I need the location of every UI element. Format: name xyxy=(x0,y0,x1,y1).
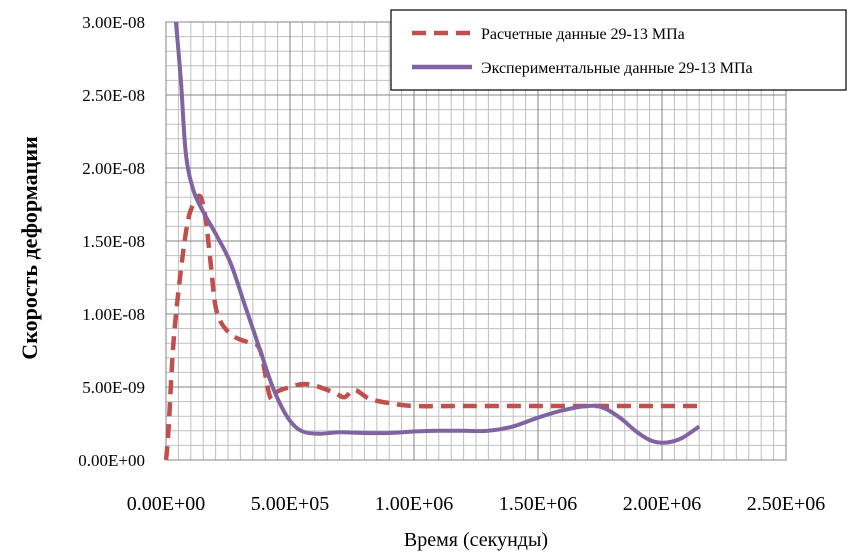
legend-box xyxy=(390,9,847,91)
series-line-experimental xyxy=(173,21,701,445)
y-tick-label: 2.50E-08 xyxy=(82,86,145,105)
x-tick-label: 5.00E+05 xyxy=(251,493,330,515)
x-tick-label: 1.00E+06 xyxy=(375,493,454,515)
y-axis-label: Скорость деформации xyxy=(17,136,42,360)
y-tick-labels: 0.00E+00 5.00E-09 1.00E-08 1.50E-08 2.00E-08… xyxy=(78,13,145,470)
x-tick-label: 0.00E+00 xyxy=(127,493,206,515)
y-tick-label: 0.00E+00 xyxy=(78,451,145,470)
series-line-calculated xyxy=(163,193,700,461)
y-tick-label: 3.00E-08 xyxy=(82,13,145,32)
x-tick-label: 2.00E+06 xyxy=(623,493,702,515)
y-tick-label: 1.00E-08 xyxy=(82,305,145,324)
legend: Расчетные данные 29-13 МПа Экспериментал… xyxy=(390,9,847,91)
legend-label-calculated: Расчетные данные 29-13 МПа xyxy=(481,26,685,43)
y-tick-label: 1.50E-08 xyxy=(82,232,145,251)
y-tick-label: 5.00E-09 xyxy=(82,378,145,397)
x-axis-label: Время (секунды) xyxy=(404,529,548,551)
series-layer xyxy=(163,21,701,461)
x-tick-label: 1.50E+06 xyxy=(499,493,578,515)
x-tick-label: 2.50E+06 xyxy=(747,493,826,515)
legend-label-experimental: Экспериментальные данные 29-13 МПа xyxy=(481,60,753,77)
x-tick-labels: 0.00E+00 5.00E+05 1.00E+06 1.50E+06 2.00E+06… xyxy=(127,493,826,515)
y-tick-label: 2.00E-08 xyxy=(82,159,145,178)
